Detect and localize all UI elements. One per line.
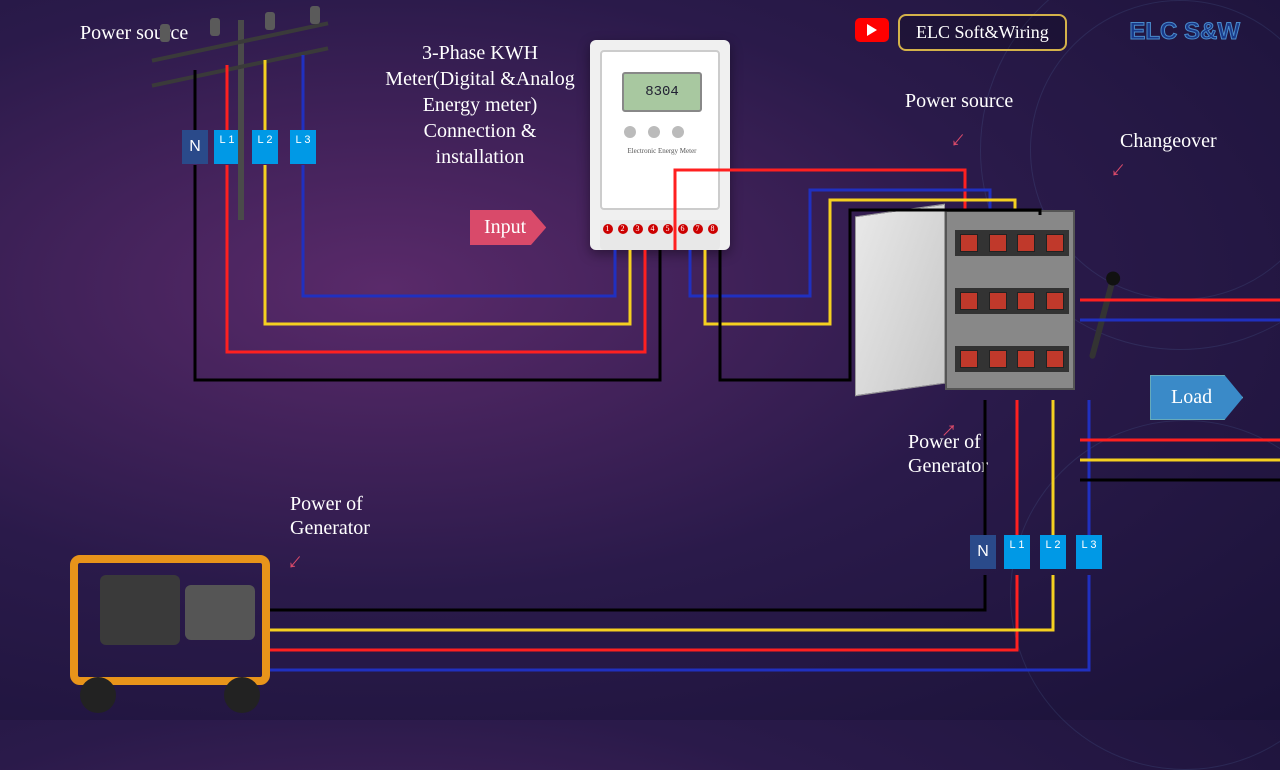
label-power-generator-left: Power of Generator — [290, 492, 410, 540]
watermark-text: ELC S&W — [1129, 18, 1240, 46]
meter-terminals: 1 2 3 4 5 6 7 8 — [600, 220, 720, 250]
terminal: 4 — [648, 224, 658, 234]
terminal: 5 — [663, 224, 673, 234]
deco-circle — [1010, 420, 1280, 770]
load-arrow: Load — [1150, 375, 1243, 420]
label-changeover: Changeover — [1120, 130, 1217, 153]
generator — [70, 555, 270, 695]
power-pole — [150, 20, 330, 200]
terminal: 8 — [708, 224, 718, 234]
terminal: 6 — [678, 224, 688, 234]
pointer-arrow: → — [942, 124, 978, 160]
kwh-meter: 8304 Electronic Energy Meter 1 2 3 4 5 6… — [590, 40, 730, 250]
terminal: 3 — [633, 224, 643, 234]
changeover-switch — [945, 210, 1085, 400]
terminal: 2 — [618, 224, 628, 234]
terminal: 1 — [603, 224, 613, 234]
phase-tag-n: N — [970, 535, 996, 569]
channel-button[interactable]: ELC Soft&Wiring — [898, 14, 1067, 51]
pointer-arrow: → — [279, 546, 315, 582]
diagram-title: 3-Phase KWH Meter(Digital &Analog Energy… — [380, 40, 580, 170]
input-arrow: Input — [470, 210, 546, 245]
label-power-source-right: Power source — [905, 90, 1013, 113]
phase-tag-l1: L 1 — [1004, 535, 1030, 569]
label-power-generator-right: Power of Generator — [908, 430, 1048, 478]
phase-tag-l2: L 2 — [1040, 535, 1066, 569]
meter-lcd: 8304 — [622, 72, 702, 112]
youtube-icon — [855, 18, 889, 42]
phase-tag-l3: L 3 — [1076, 535, 1102, 569]
terminal: 7 — [693, 224, 703, 234]
